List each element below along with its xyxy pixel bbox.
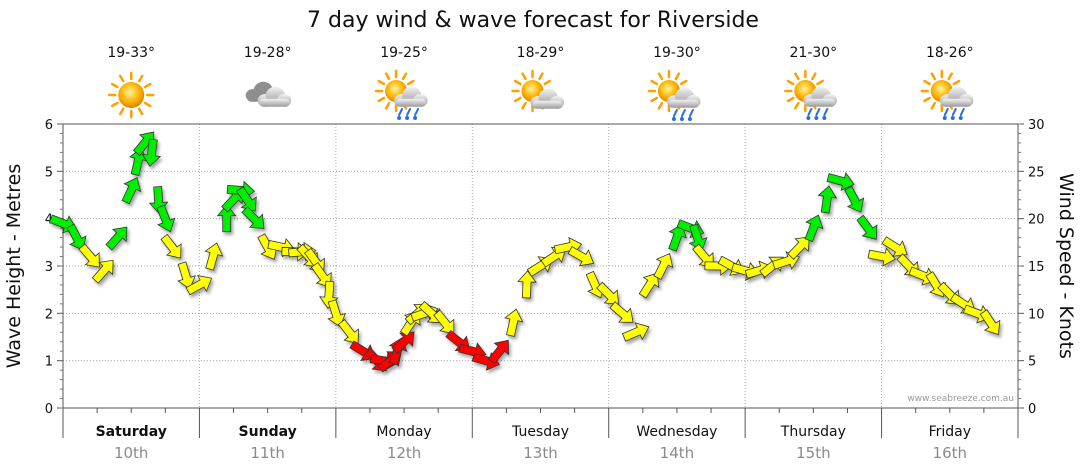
- wind-arrow: [653, 252, 674, 280]
- y-tick-right-label: 5: [1028, 355, 1036, 370]
- wind-arrow: [979, 309, 1001, 336]
- temp-range-label: 18-29°: [517, 45, 565, 61]
- y-tick-left-label: 2: [45, 307, 53, 322]
- y-tick-right-label: 10: [1028, 307, 1045, 322]
- wind-arrow: [881, 236, 908, 257]
- showers-icon: [920, 69, 974, 120]
- x-tick-day: Sunday: [239, 424, 297, 440]
- wind-arrow: [567, 246, 595, 267]
- y-tick-left-label: 5: [45, 165, 53, 180]
- x-tick-date: 12th: [387, 444, 421, 462]
- wind-arrow: [391, 331, 415, 355]
- y-tick-right-label: 30: [1028, 118, 1045, 133]
- y-tick-left-label: 4: [45, 213, 53, 228]
- partly-cloudy-icon: [511, 69, 565, 113]
- y-tick-left-label: 6: [45, 118, 53, 133]
- wind-arrow: [504, 308, 524, 337]
- temp-range-label: 19-25°: [380, 45, 428, 61]
- y-tick-right-label: 0: [1028, 402, 1036, 417]
- temp-range-label: 18-26°: [926, 45, 974, 61]
- wind-arrow: [856, 214, 878, 240]
- wind-arrow: [121, 177, 142, 205]
- x-tick-date: 10th: [114, 444, 148, 462]
- y-tick-left-label: 1: [45, 355, 53, 370]
- wind-arrow: [688, 223, 708, 252]
- wind-arrow: [668, 223, 688, 252]
- x-tick-day: Friday: [929, 424, 971, 440]
- wind-arrow: [91, 259, 114, 284]
- wind-arrow: [337, 319, 359, 344]
- showers-icon: [374, 69, 428, 120]
- wind-arrow: [804, 214, 824, 243]
- wind-arrow: [817, 185, 838, 214]
- wind-arrow: [327, 299, 347, 328]
- y-tick-right-label: 20: [1028, 213, 1045, 228]
- wind-arrow: [66, 223, 87, 251]
- wind-arrow: [204, 242, 224, 271]
- temp-range-label: 21-30°: [790, 45, 838, 61]
- wind-arrow: [185, 275, 213, 296]
- x-tick-date: 14th: [660, 444, 694, 462]
- wind-arrow: [160, 233, 182, 259]
- temp-range-label: 19-33°: [107, 45, 155, 61]
- showers-icon: [784, 69, 837, 120]
- wind-arrow: [241, 206, 265, 229]
- wind-arrow: [433, 309, 455, 335]
- wind-arrow: [105, 226, 128, 251]
- x-tick-date: 11th: [250, 444, 284, 462]
- wind-arrow: [621, 322, 650, 342]
- wind-arrow: [216, 204, 237, 233]
- x-tick-day: Wednesday: [636, 424, 717, 440]
- y-axis-label-right: Wind Speed - Knots: [1055, 173, 1077, 359]
- wind-arrow: [177, 261, 196, 290]
- x-tick-day: Tuesday: [511, 424, 569, 440]
- wind-arrow: [867, 247, 896, 267]
- wind-arrow: [487, 339, 509, 365]
- wind-arrow: [517, 270, 537, 299]
- wind-arrow: [844, 185, 865, 213]
- y-tick-right-label: 15: [1028, 260, 1045, 275]
- x-tick-date: 15th: [796, 444, 830, 462]
- wind-arrow: [78, 243, 100, 268]
- chance-shower-icon: [647, 69, 701, 121]
- wind-arrow: [638, 272, 660, 299]
- wind-arrow: [692, 243, 714, 268]
- credit-text: www.seabreeze.com.au: [907, 394, 1014, 404]
- x-tick-date: 13th: [523, 444, 557, 462]
- wind-arrow: [609, 301, 634, 323]
- cloudy-icon: [245, 81, 292, 107]
- temp-range-label: 19-30°: [653, 45, 701, 61]
- wind-arrow: [596, 281, 620, 305]
- wind-arrow: [156, 204, 176, 233]
- wind-arrow: [826, 171, 855, 191]
- sunny-icon: [107, 71, 155, 119]
- wind-arrow: [141, 138, 162, 167]
- temp-range-label: 19-28°: [244, 45, 292, 61]
- wind-arrow: [787, 236, 810, 260]
- y-tick-left-label: 3: [45, 260, 53, 275]
- y-tick-right-label: 25: [1028, 165, 1045, 180]
- y-tick-left-label: 0: [45, 402, 53, 417]
- chart-title: 7 day wind & wave forecast for Riverside: [307, 8, 759, 33]
- x-tick-date: 16th: [933, 444, 967, 462]
- x-tick-day: Thursday: [780, 424, 846, 440]
- y-axis-label-left: Wave Height - Metres: [3, 164, 25, 368]
- x-tick-day: Monday: [376, 424, 431, 440]
- wind-arrow: [235, 186, 257, 212]
- x-tick-day: Saturday: [96, 424, 167, 440]
